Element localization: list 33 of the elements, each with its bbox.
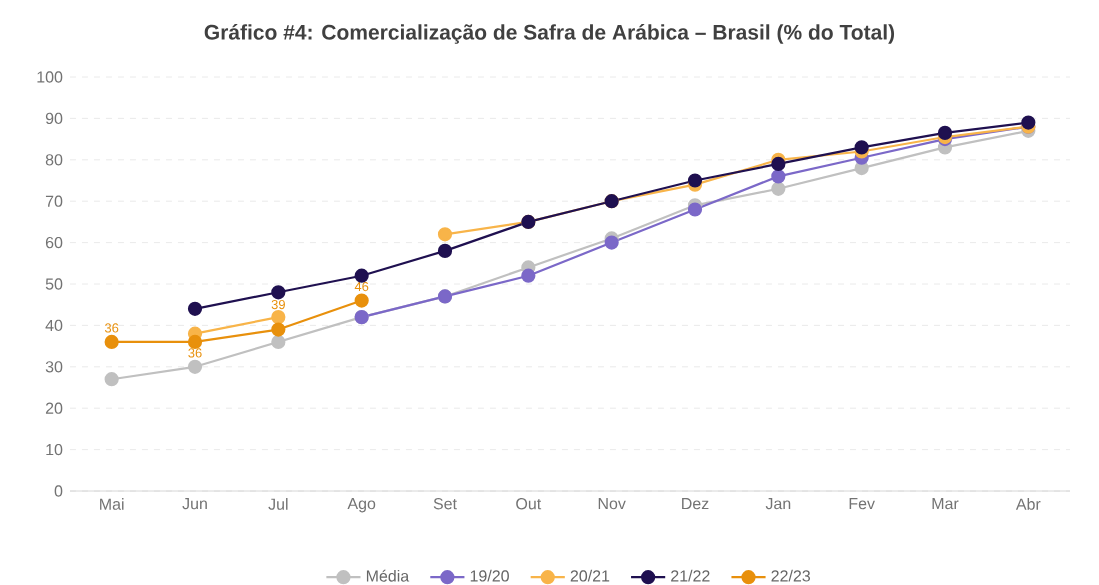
- legend-label: 21/22: [671, 569, 710, 582]
- x-tick-label: Ago: [347, 498, 376, 513]
- y-tick-label: 90: [45, 112, 63, 125]
- data-label: 46: [354, 281, 369, 292]
- data-label: 36: [104, 323, 119, 333]
- x-tick-label: Abr: [1015, 498, 1041, 510]
- y-tick-label: 20: [45, 402, 63, 414]
- x-tick-label: Nov: [598, 498, 626, 510]
- chart-title: Gráfico #4: Comercialização de Safra de Arábica – Brasil (% do Total): [204, 24, 895, 44]
- y-tick-label: 30: [45, 361, 63, 373]
- legend-label: Média: [366, 569, 410, 582]
- x-tick-label: Jul: [268, 498, 288, 510]
- data-label: 36: [188, 348, 202, 358]
- x-tick-label: Mar: [932, 498, 959, 510]
- x-tick-label: Jan: [765, 498, 791, 510]
- y-tick-label: 40: [45, 319, 63, 332]
- legend-label: 22/23: [771, 569, 811, 582]
- y-tick-label: 50: [45, 278, 63, 290]
- data-label: 39: [271, 299, 285, 310]
- y-tick-label: 10: [46, 443, 63, 456]
- y-tick-label: 60: [45, 236, 63, 249]
- legend-label: 20/21: [570, 569, 610, 582]
- x-tick-label: Out: [516, 498, 542, 510]
- x-tick-label: Jun: [182, 498, 207, 510]
- y-tick-label: 100: [37, 71, 63, 83]
- x-tick-label: Mai: [100, 498, 124, 510]
- x-tick-label: Dez: [682, 498, 709, 510]
- x-tick-label: Fev: [849, 498, 875, 510]
- y-tick-label: 0: [54, 485, 63, 497]
- y-tick-label: 70: [45, 195, 63, 207]
- y-tick-label: 80: [45, 154, 63, 166]
- legend-label: 19/20: [470, 569, 509, 582]
- x-tick-label: Set: [433, 498, 457, 510]
